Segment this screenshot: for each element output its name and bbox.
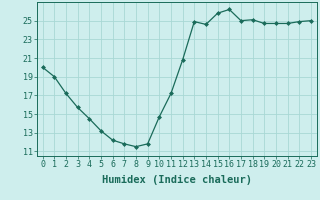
X-axis label: Humidex (Indice chaleur): Humidex (Indice chaleur) <box>102 175 252 185</box>
